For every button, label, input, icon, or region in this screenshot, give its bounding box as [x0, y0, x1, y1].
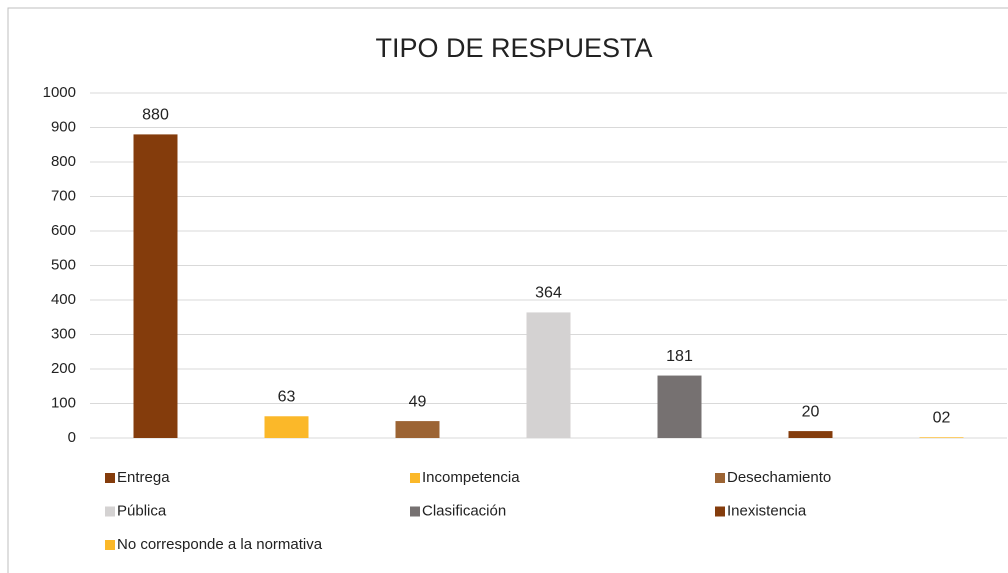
data-label: 02: [933, 410, 951, 427]
bar: [788, 431, 833, 438]
y-tick-label: 900: [51, 118, 76, 135]
legend-swatch: [410, 506, 420, 517]
y-tick-label: 500: [51, 256, 76, 273]
legend-swatch: [105, 506, 115, 517]
data-label: 364: [535, 285, 562, 302]
bar: [526, 312, 571, 438]
y-tick-label: 300: [51, 325, 76, 342]
legend-label: Incompetencia: [422, 469, 520, 486]
legend-label: Desechamiento: [727, 469, 831, 486]
legend-swatch: [715, 506, 725, 517]
y-tick-label: 700: [51, 187, 76, 204]
legend-swatch: [105, 473, 115, 483]
y-tick-label: 1000: [43, 84, 76, 101]
data-label: 20: [802, 403, 820, 420]
legend-label: Entrega: [117, 469, 170, 486]
legend-label: Clasificación: [422, 502, 506, 519]
legend-swatch: [410, 473, 420, 483]
legend-swatch: [105, 540, 115, 550]
data-label: 181: [666, 348, 693, 365]
bar: [395, 421, 440, 438]
legend-swatch: [715, 473, 725, 483]
data-label: 63: [278, 388, 296, 405]
data-label: 880: [142, 107, 169, 124]
legend-label: Pública: [117, 502, 167, 519]
y-tick-label: 200: [51, 360, 76, 377]
y-tick-label: 0: [68, 429, 76, 446]
legend-label: Inexistencia: [727, 502, 807, 519]
bar: [264, 416, 309, 438]
chart-title: TIPO DE RESPUESTA: [375, 33, 652, 63]
legend-label: No corresponde a la normativa: [117, 536, 323, 553]
bar: [657, 375, 702, 438]
data-label: 49: [409, 393, 427, 410]
y-tick-label: 600: [51, 222, 76, 239]
y-tick-label: 800: [51, 153, 76, 170]
y-tick-label: 400: [51, 291, 76, 308]
bar: [133, 134, 178, 438]
y-tick-label: 100: [51, 394, 76, 411]
bar: [919, 437, 964, 438]
